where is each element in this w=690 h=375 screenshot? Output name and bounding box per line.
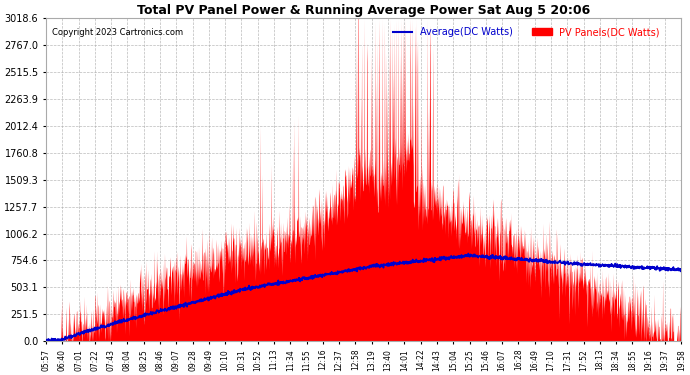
Text: Copyright 2023 Cartronics.com: Copyright 2023 Cartronics.com xyxy=(52,28,184,37)
Title: Total PV Panel Power & Running Average Power Sat Aug 5 20:06: Total PV Panel Power & Running Average P… xyxy=(137,4,590,17)
Legend: Average(DC Watts), PV Panels(DC Watts): Average(DC Watts), PV Panels(DC Watts) xyxy=(388,23,664,41)
